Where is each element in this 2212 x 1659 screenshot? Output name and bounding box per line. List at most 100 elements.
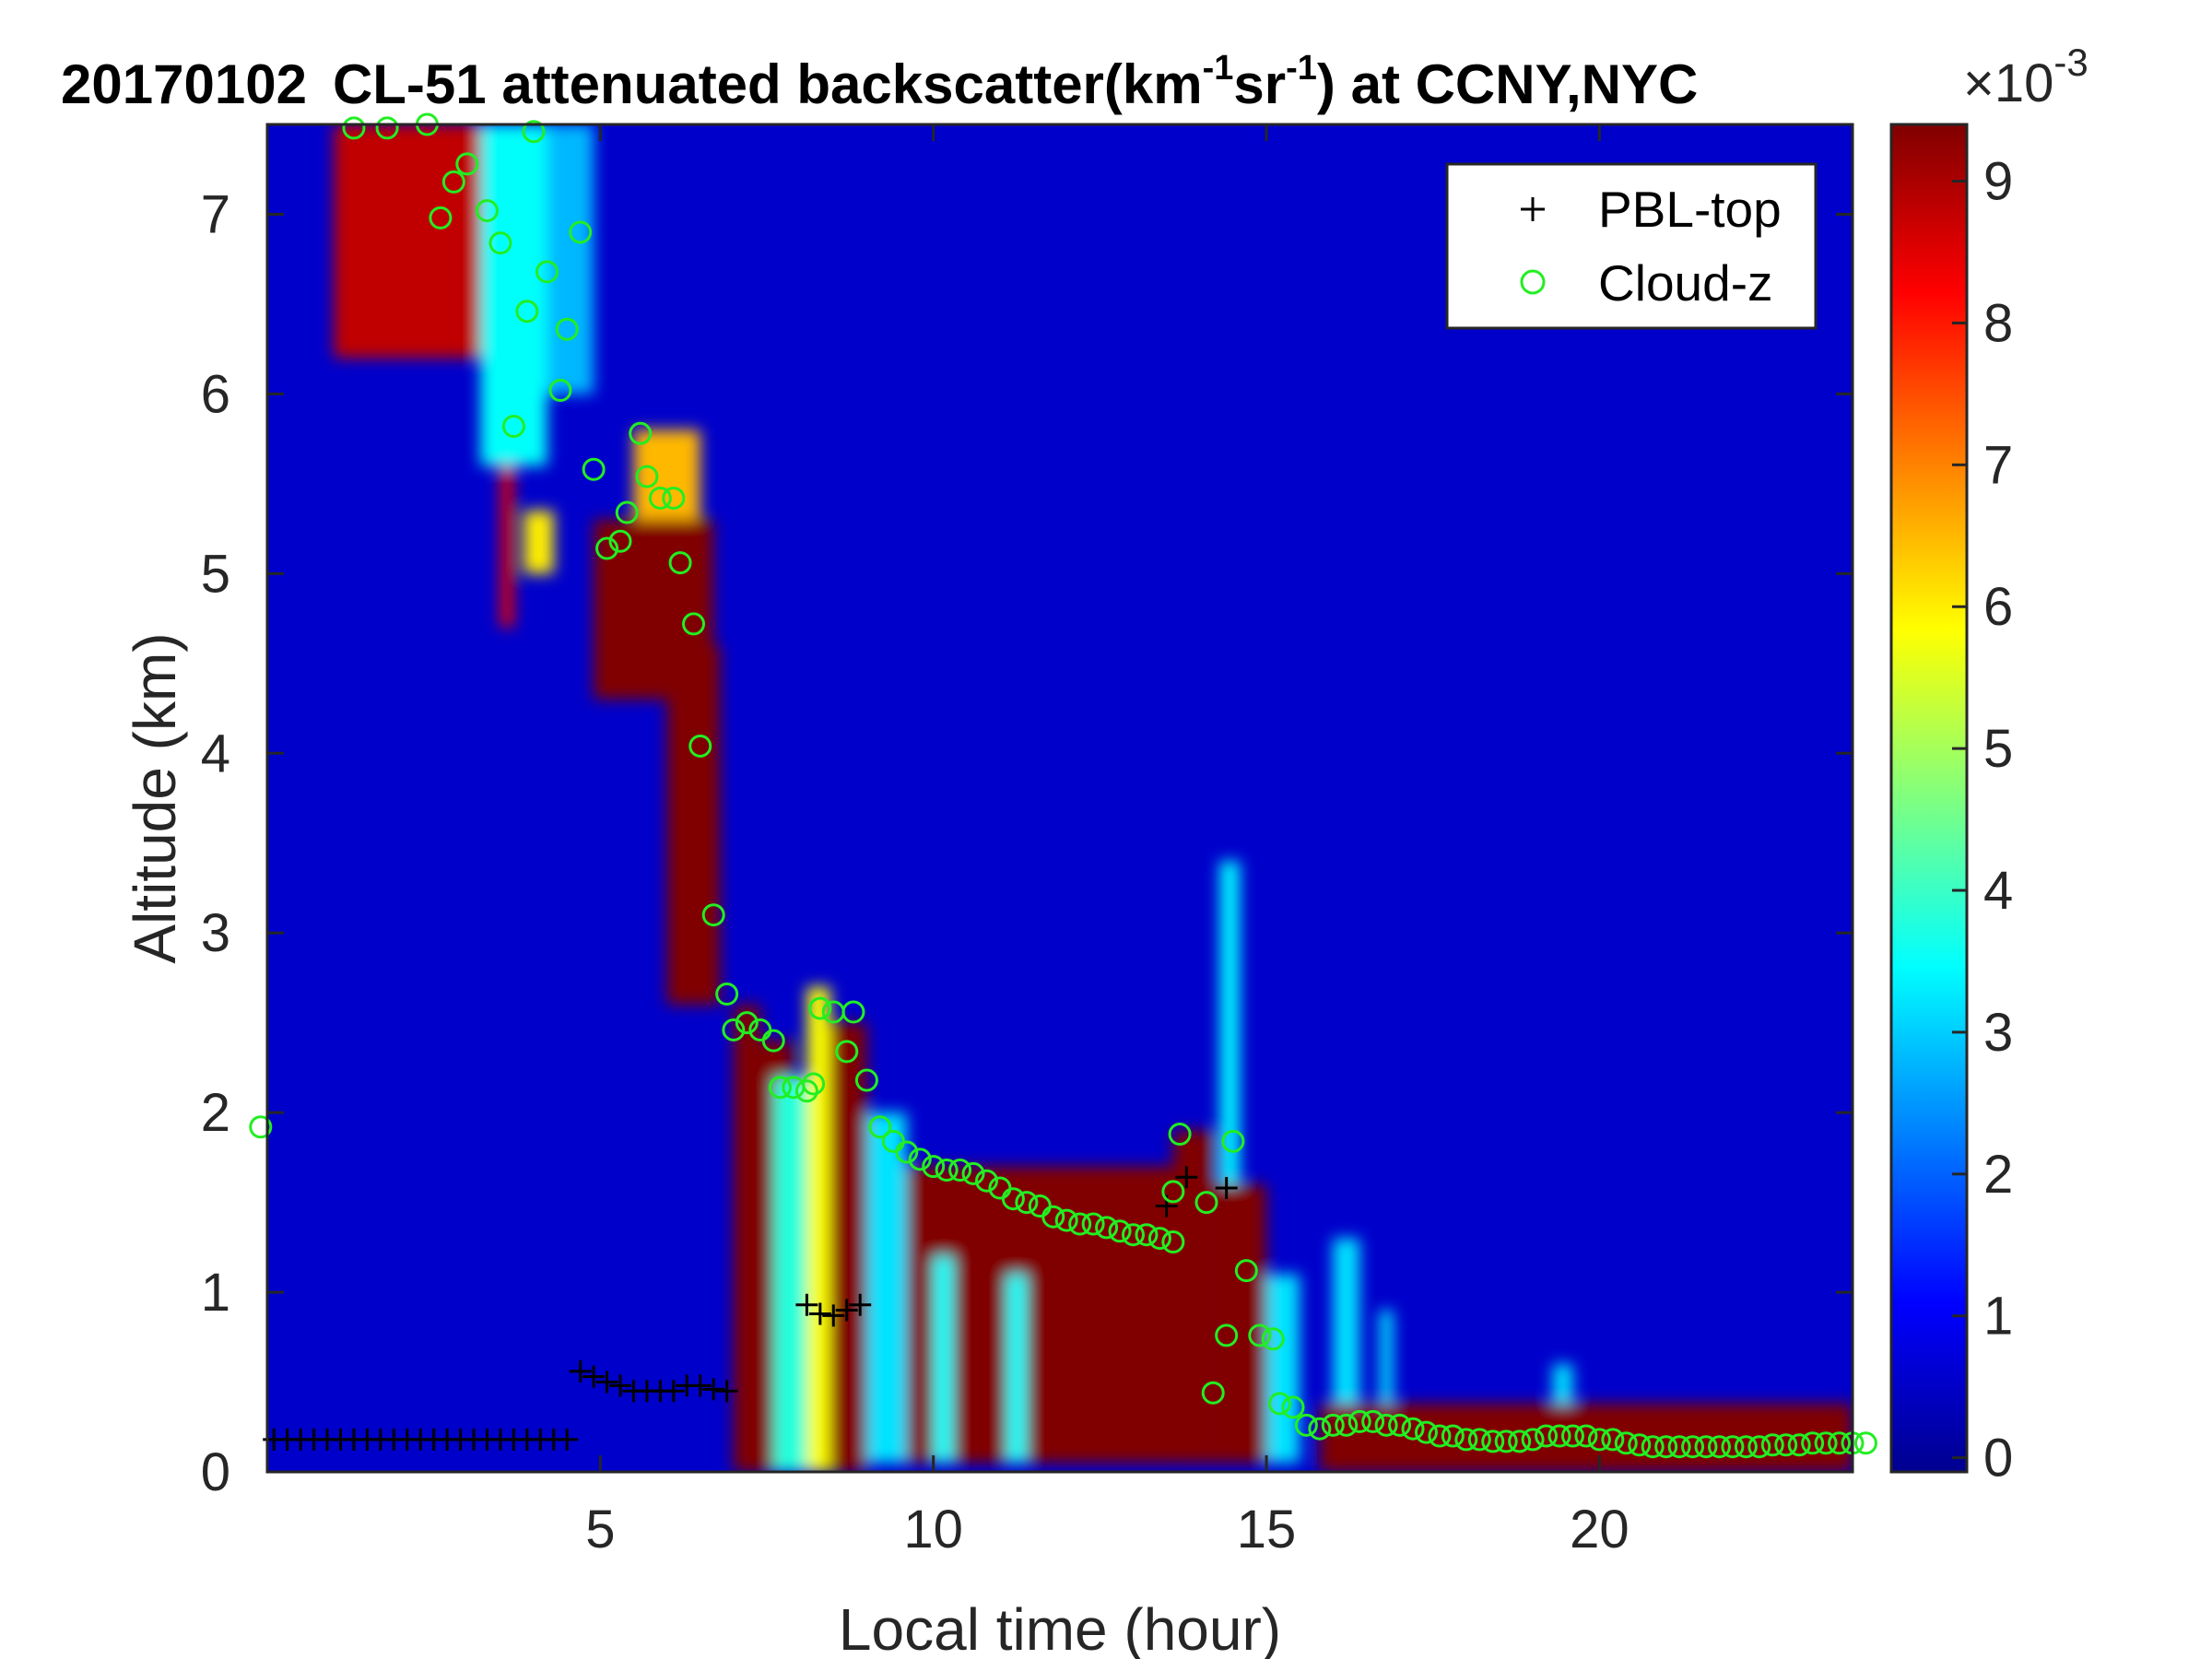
cloud-z-marker	[1853, 1431, 1877, 1455]
cloud-z-marker	[1221, 1129, 1245, 1153]
cloud-z-marker	[1560, 1424, 1584, 1448]
pbl-top-series	[263, 1166, 1238, 1451]
backscatter-cell	[500, 465, 514, 628]
backscatter-cell	[830, 1022, 867, 1472]
cloud-z-marker	[1267, 1392, 1291, 1416]
cloud-z-marker	[1601, 1428, 1625, 1452]
y-tick-label: 5	[201, 544, 230, 604]
legend-entry-pbl-top: PBL-top	[1521, 181, 1782, 238]
legend-label-pbl-top: PBL-top	[1598, 181, 1782, 238]
cloud-z-marker	[522, 120, 546, 144]
plot-frame	[265, 123, 1854, 1474]
cloud-z-marker	[1054, 1208, 1078, 1232]
cloud-z-marker	[1414, 1420, 1438, 1444]
y-axis-ticks: 0 1 2 3 4 5 6 7	[201, 184, 1853, 1502]
colorbar-tick-label: 2	[1983, 1145, 2013, 1205]
pbl-top-marker	[795, 1293, 818, 1316]
cloud-z-marker	[595, 536, 619, 560]
cloud-z-marker	[1508, 1430, 1532, 1453]
cloud-z-marker	[1535, 1424, 1559, 1448]
cloud-z-marker	[1760, 1433, 1784, 1457]
cloud-z-marker	[1654, 1435, 1678, 1459]
cloud-z-marker	[1294, 1413, 1318, 1437]
cloud-z-marker	[249, 1115, 273, 1139]
pbl-top-marker	[662, 1380, 685, 1403]
cloud-z-marker	[582, 457, 606, 481]
pbl-top-marker	[702, 1378, 725, 1401]
pbl-top-marker	[595, 1371, 618, 1394]
cloud-z-marker	[1015, 1191, 1039, 1215]
backscatter-cell	[773, 1077, 807, 1472]
cloud-z-marker	[515, 300, 539, 324]
cloud-z-marker	[1587, 1428, 1611, 1452]
cloud-z-marker	[488, 231, 512, 255]
x-tick-label: 5	[585, 1500, 615, 1559]
colorbar-multiplier: ×10-3	[1963, 41, 2088, 113]
legend-entry-cloud-z: Cloud-z	[1520, 254, 1773, 312]
cloud-z-marker	[1667, 1435, 1691, 1459]
backscatter-cell	[1379, 1310, 1394, 1404]
pbl-top-marker	[688, 1374, 712, 1397]
cloud-z-marker	[1215, 1324, 1239, 1347]
cloud-z-marker	[1281, 1395, 1305, 1419]
cloud-z-marker	[868, 1115, 892, 1139]
cloud-z-marker	[1095, 1216, 1119, 1240]
backscatter-cell	[547, 124, 594, 394]
pbl-top-marker	[582, 1365, 606, 1388]
cloud-z-marker	[1787, 1433, 1811, 1457]
cloud-z-marker	[1547, 1424, 1571, 1448]
cloud-z-marker	[668, 551, 692, 575]
y-tick-label: 1	[201, 1263, 230, 1323]
title-sup1: -1	[1203, 49, 1234, 88]
cloud-z-marker	[629, 421, 653, 445]
cloud-z-marker	[1168, 1123, 1192, 1147]
cloud-z-marker	[1694, 1435, 1718, 1459]
cloud-z-marker	[1681, 1435, 1705, 1459]
colorbar-tick-label: 9	[1983, 152, 2013, 212]
cloud-z-marker	[1521, 1428, 1545, 1452]
legend-box	[1445, 162, 1818, 330]
colorbar-tick-label: 4	[1983, 861, 2013, 921]
cloud-z-marker	[1454, 1428, 1478, 1452]
cloud-z-marker	[1308, 1417, 1332, 1441]
cloud-z-marker	[1628, 1433, 1652, 1457]
cloud-z-marker	[548, 379, 572, 403]
cloud-z-marker	[1001, 1187, 1025, 1211]
x-tick-label: 10	[903, 1500, 963, 1559]
cloud-z-marker	[1814, 1431, 1838, 1455]
pbl-top-marker	[1175, 1166, 1198, 1189]
cloud-z-marker	[1801, 1431, 1825, 1455]
y-axis-label: Altitude (km)	[122, 632, 188, 963]
backscatter-cell	[1213, 1184, 1267, 1464]
cloud-z-marker	[722, 1018, 746, 1041]
cloud-z-marker	[662, 486, 686, 510]
cloud-z-marker	[1248, 1324, 1272, 1347]
cloud-z-series	[249, 112, 1877, 1459]
y-tick-label: 0	[201, 1442, 230, 1502]
backscatter-cell	[666, 645, 721, 1006]
cloud-z-marker	[1361, 1409, 1385, 1433]
cloud-z-marker	[1374, 1413, 1398, 1437]
cloud-z-marker	[501, 414, 525, 438]
backscatter-cell	[933, 1256, 954, 1464]
cloud-z-marker	[342, 116, 366, 140]
cloud-z-marker	[1747, 1435, 1771, 1459]
title-tail: ) at CCNY,NYC	[1317, 53, 1698, 115]
backscatter-cell	[1333, 1238, 1360, 1404]
cloud-z-marker	[935, 1159, 959, 1182]
cloud-z-marker	[1467, 1428, 1491, 1452]
cloud-z-marker	[908, 1147, 932, 1171]
colorbar-tick-label: 0	[1983, 1429, 2013, 1488]
y-tick-label: 6	[201, 364, 230, 424]
cloud-z-marker	[1261, 1327, 1285, 1351]
chart-title: 20170102 CL-51 attenuated backscatter(km-…	[61, 49, 1698, 115]
cloud-z-marker	[1481, 1430, 1505, 1453]
colorbar-ticks: 0 1 2 3 4 5 6 7 8 9	[1952, 152, 2013, 1488]
cloud-z-marker	[1707, 1435, 1731, 1459]
title-mid: sr	[1233, 53, 1286, 115]
cloud-z-marker	[1441, 1424, 1465, 1448]
cloud-z-marker	[1121, 1223, 1145, 1247]
cloud-z-marker	[701, 903, 725, 927]
colorbar-tick-label: 1	[1983, 1287, 2013, 1347]
cloud-z-marker	[555, 317, 579, 341]
